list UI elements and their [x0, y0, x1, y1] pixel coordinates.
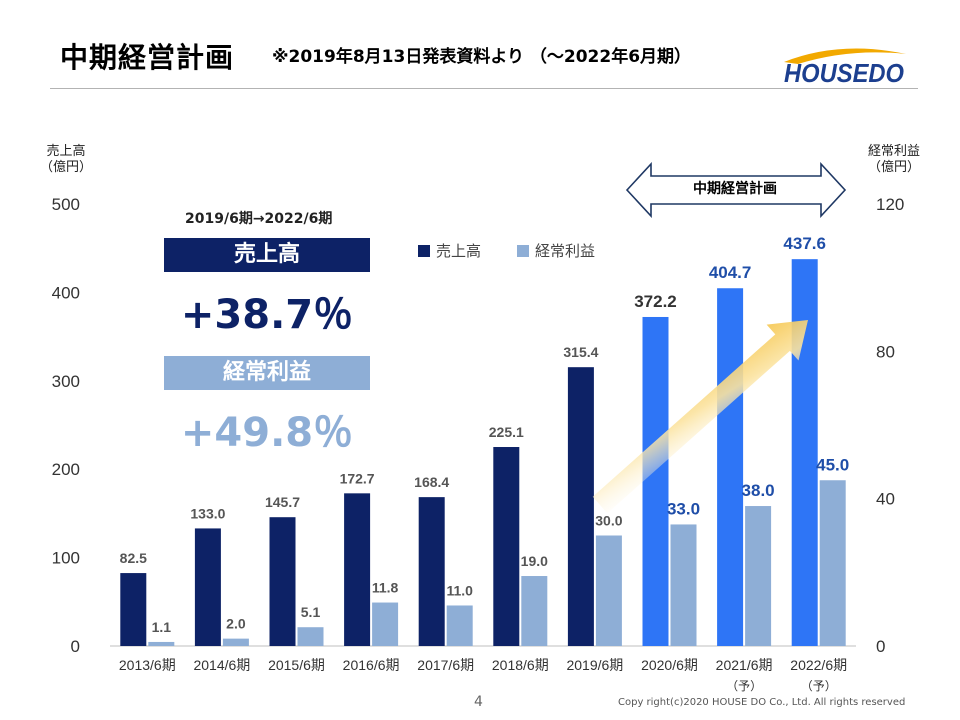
- sales-bar: [269, 517, 296, 646]
- sales-bar: [493, 447, 520, 646]
- x-axis-category-label: 2017/6期: [417, 657, 474, 673]
- profit-value-label: 11.0: [446, 582, 473, 598]
- sales-value-label: 372.2: [634, 292, 677, 311]
- growth-arrow-shape: [592, 320, 808, 514]
- profit-bar: [446, 605, 473, 646]
- profit-value-label: 45.0: [816, 455, 849, 474]
- profit-bar: [595, 535, 622, 646]
- sales-value-label: 168.4: [414, 474, 449, 490]
- plan-label: 中期経営計画: [693, 181, 777, 197]
- profit-bar: [521, 576, 548, 646]
- left-axis-tick-label: 200: [52, 460, 80, 479]
- summary-period: 2019/6期→2022/6期: [185, 211, 333, 227]
- page-subtitle: ※2019年8月13日発表資料より （〜2022年6月期）: [272, 47, 692, 67]
- profit-value-label: 11.8: [372, 580, 399, 596]
- right-axis-tick-label: 80: [876, 342, 895, 361]
- right-axis-caption-line2: （億円）: [867, 160, 920, 175]
- sales-bar: [344, 493, 371, 646]
- page-number: 4: [474, 694, 483, 710]
- left-axis-tick-label: 100: [52, 549, 80, 568]
- right-axis-caption: 経常利益 （億円）: [856, 144, 932, 176]
- profit-bar: [148, 641, 175, 646]
- chart-legend: 売上高 経常利益: [418, 240, 595, 261]
- profit-value-label: 5.1: [301, 604, 321, 620]
- right-axis-caption-line1: 経常利益: [867, 144, 920, 159]
- x-axis-category-label: 2022/6期: [790, 657, 847, 673]
- sales-bar: [791, 259, 818, 646]
- profit-value-label: 2.0: [226, 616, 246, 632]
- x-axis-forecast-note: （予）: [726, 679, 762, 693]
- x-axis-category-label: 2014/6期: [193, 657, 250, 673]
- profit-bar: [372, 602, 399, 646]
- left-axis-tick-label: 500: [52, 195, 80, 214]
- profit-bar: [222, 638, 249, 646]
- left-axis-caption: 売上高 （億円）: [38, 144, 94, 176]
- x-axis-category-label: 2019/6期: [566, 657, 623, 673]
- growth-arrow-icon: [592, 320, 808, 514]
- sales-value-label: 437.6: [783, 234, 826, 253]
- x-axis-category-label: 2021/6期: [716, 657, 773, 673]
- summary-sales-label: 売上高: [164, 238, 370, 272]
- summary-profit-growth: +49.8％: [180, 410, 354, 456]
- profit-bar: [819, 480, 846, 646]
- sales-value-label: 315.4: [563, 344, 598, 360]
- left-axis-caption-line2: （億円）: [39, 160, 92, 175]
- sales-bar: [418, 497, 445, 646]
- plan-double-arrow-icon: [625, 162, 847, 218]
- profit-value-label: 1.1: [152, 619, 172, 635]
- header-divider: [50, 88, 918, 89]
- profit-bar: [745, 506, 772, 646]
- logo-roof-swoosh: [784, 48, 906, 64]
- sales-value-label: 404.7: [709, 263, 752, 282]
- left-axis-tick-label: 0: [71, 637, 80, 656]
- profit-bar: [670, 524, 697, 646]
- profit-value-label: 19.0: [521, 553, 548, 569]
- sales-value-label: 225.1: [489, 424, 524, 440]
- sales-bar: [567, 367, 594, 646]
- x-axis-category-label: 2013/6期: [119, 657, 176, 673]
- sales-bar: [717, 288, 744, 646]
- sales-value-label: 133.0: [190, 505, 225, 521]
- x-axis-category-label: 2016/6期: [343, 657, 400, 673]
- x-axis-category-label: 2018/6期: [492, 657, 549, 673]
- house-do-logo: HOUSEDO: [784, 48, 906, 88]
- x-axis-forecast-note: （予）: [801, 679, 837, 693]
- sales-value-label: 82.5: [120, 550, 147, 566]
- right-axis-tick-label: 0: [876, 637, 885, 656]
- copyright-notice: Copy right(c)2020 HOUSE DO Co., Ltd. All…: [618, 697, 906, 708]
- profit-value-label: 38.0: [742, 481, 775, 500]
- summary-profit-label: 経常利益: [164, 356, 370, 390]
- page-title: 中期経営計画: [60, 41, 235, 74]
- sales-value-label: 145.7: [265, 494, 300, 510]
- sales-value-label: 172.7: [340, 470, 375, 486]
- right-axis-tick-label: 40: [876, 490, 895, 509]
- profit-value-label: 30.0: [595, 513, 622, 529]
- legend-swatch-profit: [517, 244, 530, 257]
- right-axis-tick-label: 120: [876, 195, 904, 214]
- left-axis-tick-label: 300: [52, 372, 80, 391]
- legend-label-profit: 経常利益: [535, 242, 596, 260]
- sales-bar: [120, 573, 147, 646]
- summary-sales-growth: +38.7％: [180, 292, 354, 338]
- legend-swatch-sales: [418, 244, 430, 257]
- sales-bar: [194, 528, 221, 646]
- left-axis-caption-line1: 売上高: [46, 144, 86, 159]
- sales-bar: [642, 316, 669, 646]
- x-axis-category-label: 2015/6期: [268, 657, 325, 673]
- profit-bar: [297, 627, 324, 646]
- legend-label-sales: 売上高: [436, 242, 482, 260]
- x-axis-category-label: 2020/6期: [641, 657, 698, 673]
- profit-value-label: 33.0: [667, 499, 700, 518]
- logo-wordmark: HOUSEDO: [784, 58, 904, 88]
- left-axis-tick-label: 400: [52, 283, 80, 302]
